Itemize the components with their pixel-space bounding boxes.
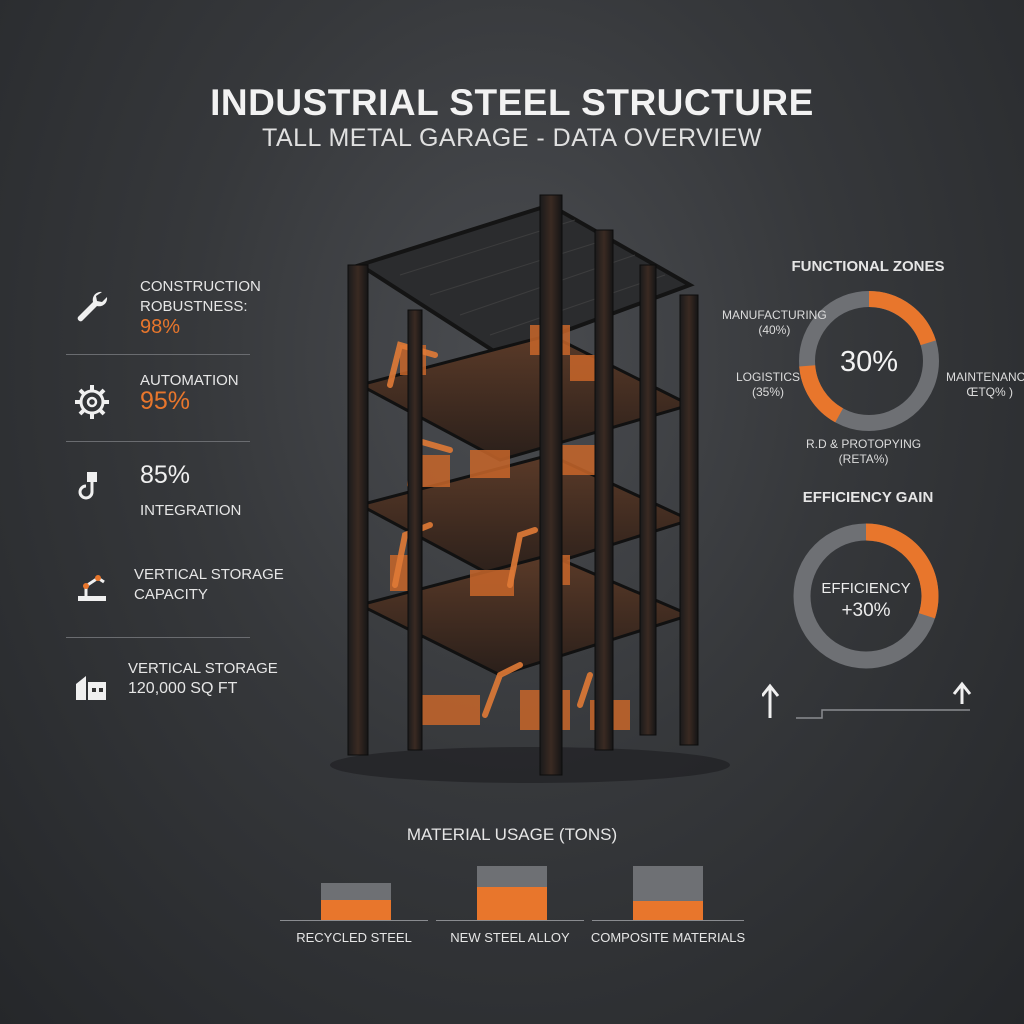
stat-label: INTEGRATION [140, 502, 242, 519]
stat-vertical-storage-capacity: VERTICAL STORAGE CAPACITY [66, 550, 284, 630]
zones-arc-orange-secondary [799, 364, 844, 423]
functional-zones-donut [799, 291, 939, 431]
zone-name: MAINTENANCE [946, 370, 1024, 384]
zone-label-maintenance: MAINTENANCE ŒΤQ% ) [946, 370, 1024, 400]
bar-segment-gray [321, 883, 391, 900]
stat-integration: 85% INTEGRATION [66, 450, 250, 530]
stat-automation: AUTOMATION 95% [66, 362, 250, 442]
gear-icon [75, 385, 109, 419]
stat-value: 95% [140, 387, 191, 415]
stat-construction-robustness: CONSTRUCTION ROBUSTNESS: 98% [66, 268, 261, 348]
stat-label: CONSTRUCTION [140, 278, 261, 295]
stat-value: 98% [140, 316, 181, 338]
zone-name: LOGISTICS [736, 370, 801, 384]
stat-label: VERTICAL STORAGE [134, 566, 284, 583]
bar-segment-orange [321, 899, 391, 920]
bar-segment-orange [477, 886, 547, 920]
material-usage-title: MATERIAL USAGE (TONS) [406, 825, 618, 844]
divider [66, 637, 250, 638]
efficiency-donut [793, 523, 939, 669]
bar-baseline [592, 920, 744, 921]
efficiency-label: EFFICIENCY [821, 580, 911, 597]
robot-arm-icon [78, 575, 106, 601]
zones-center-value: 30% [840, 346, 899, 378]
zone-label-rd: R.D & PROTOPYING (RETA%) [806, 437, 921, 467]
efficiency-gain-title: EFFICIENCY GAIN [802, 489, 934, 506]
bar-label: NEW STEEL ALLOY [450, 930, 570, 945]
bar-composite-materials [633, 866, 703, 920]
zone-pct: (RETA%) [838, 452, 889, 466]
zone-label-manufacturing: MANUFACTURING (40%) [722, 308, 827, 338]
bar-segment-gray [477, 866, 547, 887]
bar-segment-gray [633, 866, 703, 902]
stat-label: AUTOMATION [140, 372, 239, 389]
steel-columns [347, 194, 699, 776]
zone-label-logistics: LOGISTICS (35%) [736, 370, 800, 400]
efficiency-trend-line [762, 681, 972, 719]
stat-label: VERTICAL STORAGE [128, 660, 278, 677]
efficiency-arc [865, 523, 939, 619]
efficiency-value: +30% [841, 600, 891, 621]
zone-name: R.D & PROTOPYING [806, 437, 922, 451]
divider [66, 441, 250, 442]
page-title: INDUSTRIAL STEEL STRUCTURE [210, 82, 814, 123]
building-icon [76, 676, 106, 700]
wrench-icon [77, 291, 108, 322]
stat-label: ROBUSTNESS: [140, 298, 248, 315]
stat-value: 85% [140, 461, 191, 489]
zone-pct: (35%) [752, 385, 785, 399]
zone-pct: ŒΤQ% ) [966, 385, 1013, 399]
bar-baseline [436, 920, 584, 921]
crane-hook-icon [78, 472, 97, 500]
divider [66, 354, 250, 355]
bar-segment-orange [633, 901, 703, 920]
arrow-up-icon [762, 683, 780, 718]
bar-recycled-steel [321, 883, 391, 920]
bar-label: RECYCLED STEEL [296, 930, 412, 945]
bar-new-steel-alloy [477, 866, 547, 920]
stat-value: 120,000 SQ FT [128, 680, 238, 697]
arrow-up-icon [952, 681, 972, 704]
zone-pct: (40%) [758, 323, 791, 337]
zone-name: MANUFACTURING [722, 308, 827, 322]
steel-structure-illustration [330, 194, 730, 783]
page-subtitle: TALL METAL GARAGE - DATA OVERVIEW [262, 124, 762, 152]
bar-baseline [280, 920, 428, 921]
efficiency-center: EFFICIENCY +30% [790, 578, 942, 622]
stat-label: CAPACITY [134, 586, 208, 603]
functional-zones-title: FUNCTIONAL ZONES [791, 258, 945, 275]
zones-arc-orange [868, 291, 936, 346]
bar-label: COMPOSITE MATERIALS [590, 930, 746, 945]
stat-vertical-storage-area: VERTICAL STORAGE 120,000 SQ FT [66, 650, 278, 710]
